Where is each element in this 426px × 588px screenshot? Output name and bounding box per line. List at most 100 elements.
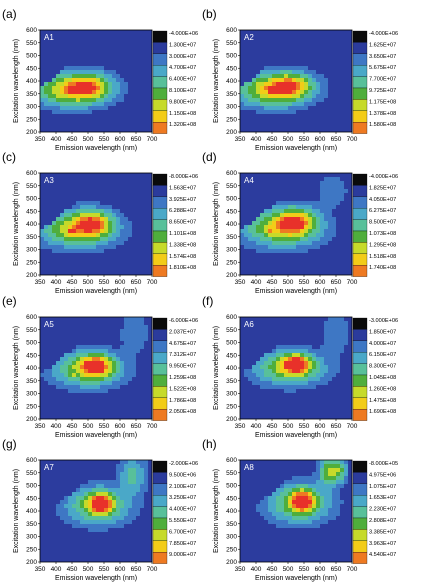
y-tick-label: 450 [26,208,37,215]
contour-cell [252,106,256,110]
x-tick-label: 500 [83,279,94,286]
contour-cell [332,373,336,377]
contour-cell [332,468,336,472]
contour-cell [88,237,92,241]
contour-cell [140,341,144,345]
contour-cell [76,508,80,512]
y-tick-label: 450 [26,495,37,502]
contour-cell [92,365,96,369]
contour-cell [144,329,148,333]
contour-cell [116,512,120,516]
contour-cell [268,381,272,385]
contour-cell [312,357,316,361]
contour-cell [60,369,64,373]
contour-cell [116,74,120,78]
contour-cell [284,98,288,102]
contour-cell [304,90,308,94]
contour-cell [76,381,80,385]
contour-cell [260,225,264,229]
contour-cell [308,353,312,357]
legend-swatch [352,65,368,77]
contour-cell [300,361,304,365]
contour-cell [296,488,300,492]
legend-swatch [152,122,168,134]
contour-cell [292,233,296,237]
legend-label: 6.700E+07 [169,529,196,535]
contour-cell [324,193,328,197]
y-tick-label: 250 [26,116,37,123]
contour-cell [324,460,328,464]
contour-cell [248,94,252,98]
contour-cell [108,78,112,82]
contour-cell [316,353,320,357]
contour-cell [88,492,92,496]
contour-cell [72,209,76,213]
contour-cell [272,369,276,373]
contour-cell [104,496,108,500]
contour-cell [48,229,52,233]
contour-cell [108,221,112,225]
contour-cell [128,369,132,373]
contour-cell [316,365,320,369]
contour-cell [80,221,84,225]
contour-cell [248,82,252,86]
contour-cell [276,78,280,82]
contour-cell [96,484,100,488]
legend-label: 9.725E+07 [369,88,396,94]
contour-cell [340,480,344,484]
contour-cell [68,66,72,70]
contour-cell [100,484,104,488]
contour-cell [292,213,296,217]
contour-cell [140,337,144,341]
legend-label: 4.050E+07 [369,197,396,203]
contour-cell [268,377,272,381]
contour-cell [60,86,64,90]
contour-cell [104,70,108,74]
contour-cell [260,86,264,90]
contour-cell [144,468,148,472]
contour-cell [324,197,328,201]
contour-cell [260,217,264,221]
contour-cell [272,516,276,520]
contour-cell [308,209,312,213]
contour-cell [324,86,328,90]
contour-cell [140,329,144,333]
contour-cell [52,369,56,373]
contour-cell [292,98,296,102]
contour-cell [296,209,300,213]
contour-cell [280,110,284,114]
contour-cell [256,229,260,233]
contour-cell [104,82,108,86]
contour-cell [92,480,96,484]
contour-cell [120,500,124,504]
contour-cell [124,90,128,94]
legend-swatch [352,529,368,541]
contour-cell [120,504,124,508]
contour-cell [116,464,120,468]
contour-cell [56,82,60,86]
contour-cell [108,385,112,389]
contour-cell [340,464,344,468]
contour-cell [284,241,288,245]
contour-cell [144,480,148,484]
contour-cell [328,357,332,361]
contour-cell [96,488,100,492]
contour-cell [240,86,244,90]
contour-cell [304,213,308,217]
legend-label: -4.000E+06 [369,174,398,180]
legend-label: 3.000E+07 [169,54,196,60]
contour-cell [100,74,104,78]
contour-cell [76,385,80,389]
contour-cell [292,389,296,393]
contour-cell [340,337,344,341]
contour-cell [328,217,332,221]
contour-cell [40,229,44,233]
contour-cell [324,221,328,225]
contour-cell [48,102,52,106]
y-tick-label: 550 [226,40,237,47]
contour-cell [244,82,248,86]
legend-swatch [352,185,368,197]
contour-cell [336,508,340,512]
contour-cell [312,476,316,480]
